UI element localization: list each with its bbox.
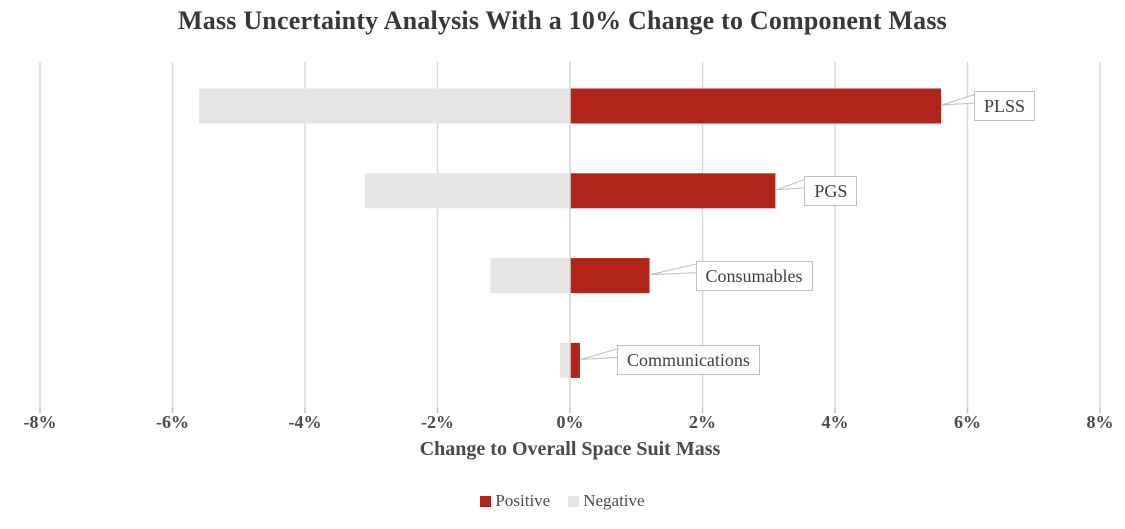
- x-tick-label: 2%: [689, 412, 716, 432]
- x-tick-label: 6%: [954, 412, 981, 432]
- x-tick-label: -8%: [23, 412, 57, 432]
- legend-swatch-negative: [568, 495, 580, 507]
- bar-positive-plss: [570, 88, 941, 124]
- legend-swatch-positive: [480, 495, 492, 507]
- x-tick-label: 0%: [556, 412, 584, 432]
- chart-title: Mass Uncertainty Analysis With a 10% Cha…: [178, 6, 947, 35]
- bar-positive-pgs: [570, 173, 776, 209]
- callout-leader: [941, 93, 977, 106]
- legend-label-positive: Positive: [495, 491, 551, 510]
- x-axis-title: Change to Overall Space Suit Mass: [419, 438, 721, 460]
- legend-item-negative: Negative: [568, 491, 645, 511]
- category-callout-consumables: Consumables: [695, 260, 813, 291]
- category-callout-plss: PLSS: [974, 91, 1036, 121]
- bar-negative-consumables: [490, 258, 570, 294]
- x-tick-label: -2%: [421, 412, 454, 432]
- bar-positive-consumables: [570, 258, 650, 294]
- legend-label-negative: Negative: [583, 491, 645, 510]
- bar-negative-pgs: [364, 173, 570, 209]
- x-tick-label: -4%: [288, 412, 322, 432]
- callout-leader: [776, 178, 807, 191]
- x-tick-label: -6%: [156, 412, 189, 432]
- category-callout-pgs: PGS: [804, 175, 858, 206]
- bar-negative-communications: [560, 342, 570, 378]
- x-tick-label: 8%: [1086, 412, 1114, 432]
- bar-negative-plss: [199, 88, 570, 124]
- category-callout-communications: Communications: [616, 345, 760, 376]
- x-tick-label: 4%: [821, 412, 849, 432]
- callout-leader: [650, 262, 698, 276]
- callout-leader: [580, 347, 620, 360]
- bar-positive-communications: [570, 342, 580, 378]
- legend-item-positive: Positive: [480, 491, 550, 511]
- legend: Positive Negative: [0, 491, 1125, 511]
